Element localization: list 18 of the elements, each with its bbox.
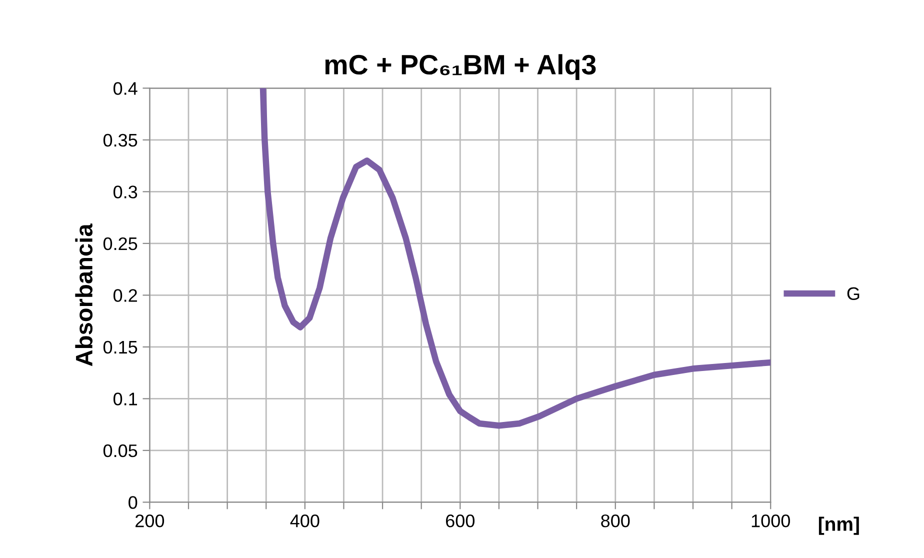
x-tick-label: 600 xyxy=(446,514,475,528)
x-tick-label: 200 xyxy=(136,514,164,528)
x-axis-title: [nm] xyxy=(818,516,859,535)
y-tick-label: 0.3 xyxy=(113,186,138,198)
y-tick-label: 0.05 xyxy=(103,444,138,458)
y-tick-label: 0.2 xyxy=(113,289,137,302)
x-tick-label: 400 xyxy=(290,514,320,528)
y-tick-label: 0 xyxy=(128,496,138,509)
chart-title: mC + PC₆₁BM + Alq3 xyxy=(325,54,596,80)
y-tick-label: 0.25 xyxy=(103,237,138,250)
y-tick-label: 0.15 xyxy=(103,340,138,354)
legend-label: G xyxy=(847,287,860,300)
y-axis-title: Absorbancia xyxy=(75,224,93,366)
y-tick-label: 0.1 xyxy=(113,392,138,406)
y-tick-label: 0.35 xyxy=(103,134,138,147)
x-tick-label: 1000 xyxy=(752,514,790,528)
x-tick-label: 800 xyxy=(601,514,630,528)
y-tick-label: 0.4 xyxy=(113,82,138,95)
